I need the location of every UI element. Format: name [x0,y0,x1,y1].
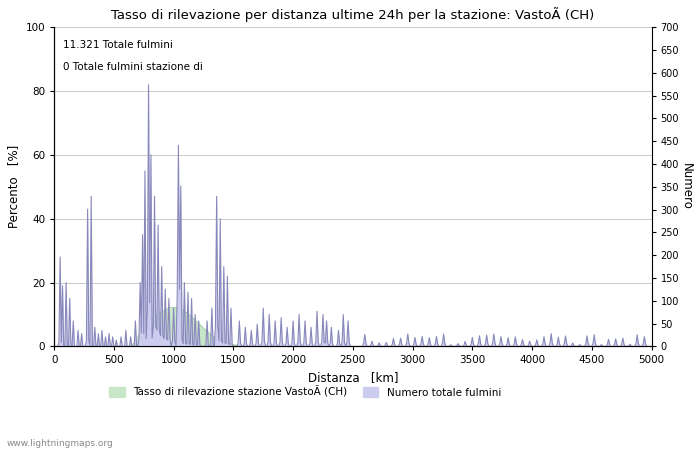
Y-axis label: Numero: Numero [680,163,693,210]
Text: www.lightningmaps.org: www.lightningmaps.org [7,439,113,448]
Y-axis label: Percento   [%]: Percento [%] [7,145,20,229]
X-axis label: Distanza   [km]: Distanza [km] [307,371,398,384]
Text: 0 Totale fulmini stazione di: 0 Totale fulmini stazione di [63,63,203,72]
Title: Tasso di rilevazione per distanza ultime 24h per la stazione: VastoÃ (CH): Tasso di rilevazione per distanza ultime… [111,7,594,22]
Legend: Tasso di rilevazione stazione VastoÃ (CH), Numero totale fulmini: Tasso di rilevazione stazione VastoÃ (CH… [105,382,505,402]
Text: 11.321 Totale fulmini: 11.321 Totale fulmini [63,40,173,50]
